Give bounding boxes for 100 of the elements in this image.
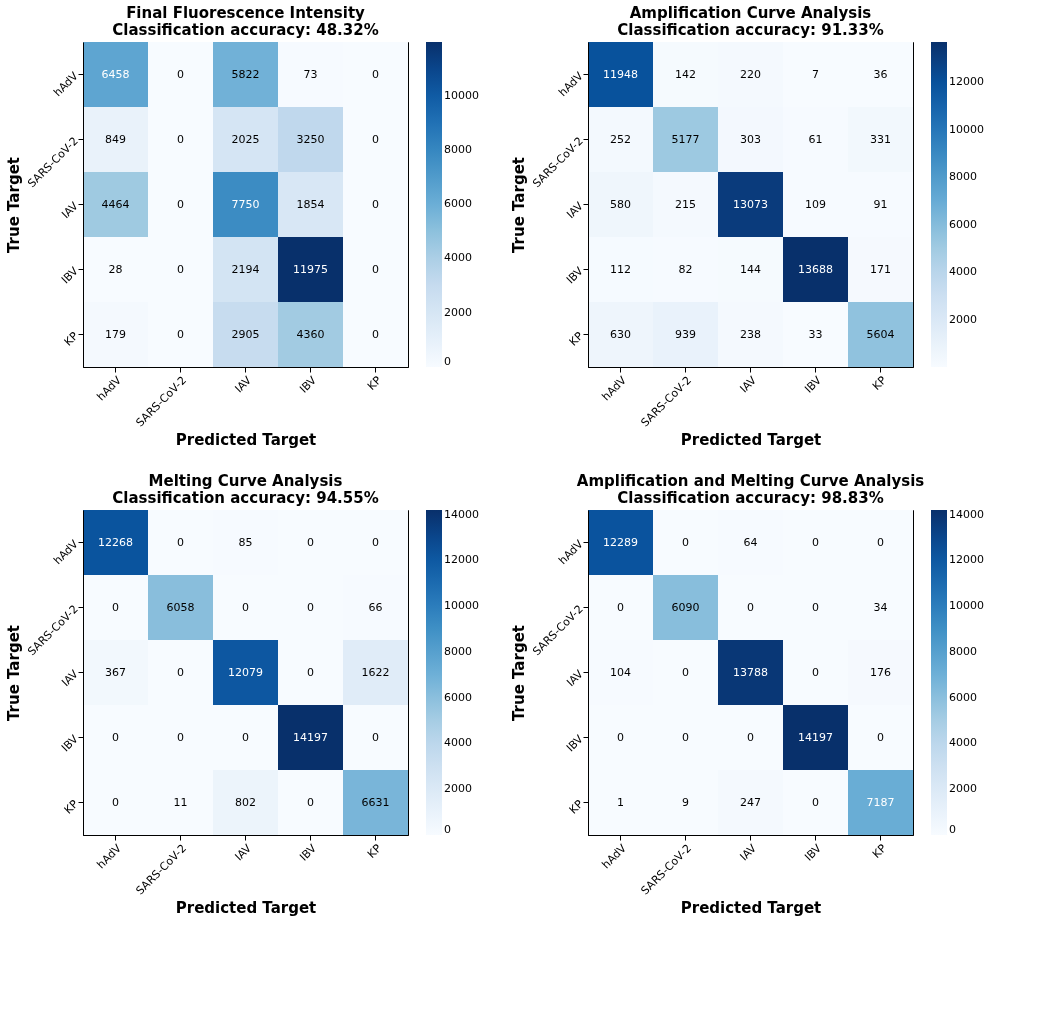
color-bar-label: 0	[444, 355, 451, 368]
data-label: 0	[812, 795, 819, 809]
color-bar-label: 4000	[949, 736, 977, 750]
x-tick-label: IAV	[232, 373, 255, 396]
y-axis-title: True Target	[509, 625, 528, 721]
color-bar-label: 12000	[949, 75, 984, 89]
color-bar-label: 2000	[949, 782, 977, 796]
data-label: 0	[372, 197, 379, 211]
y-axis-title: True Target	[4, 625, 23, 721]
data-label: 0	[812, 600, 819, 614]
chart-subtitle: Classification accuracy: 48.32%	[112, 21, 379, 39]
color-bar-label: 8000	[444, 142, 472, 156]
data-label: 36	[873, 67, 888, 81]
data-label: 0	[617, 600, 624, 614]
data-label: 112	[610, 262, 631, 276]
data-label: 0	[812, 535, 819, 549]
data-label: 0	[372, 327, 379, 341]
data-label: 4464	[101, 197, 130, 211]
data-label: 13073	[733, 197, 768, 211]
x-axis-title: Predicted Target	[680, 430, 822, 449]
y-tick-label: KP	[61, 329, 81, 349]
color-bar-label: 2000	[949, 312, 977, 326]
y-tick-label: IBV	[563, 732, 587, 755]
data-label: 580	[610, 197, 631, 211]
data-label: 34	[873, 600, 888, 614]
x-tick-label: KP	[869, 841, 890, 861]
y-axis-title: True Target	[4, 157, 23, 253]
data-label: 11948	[603, 67, 638, 81]
data-label: 109	[805, 197, 826, 211]
data-label: 5604	[866, 327, 895, 341]
data-label: 82	[678, 262, 693, 276]
data-label: 238	[740, 327, 761, 341]
data-label: 303	[740, 132, 761, 146]
color-bar-label: 8000	[444, 644, 472, 658]
x-tick-label: KP	[364, 373, 385, 393]
color-bar-label: 0	[444, 823, 451, 836]
data-label: 176	[870, 665, 891, 679]
color-bar-label: 14000	[949, 507, 984, 521]
color-bar-label: 6000	[444, 690, 472, 704]
x-tick-label: IBV	[802, 373, 825, 396]
data-label: 61	[808, 132, 823, 146]
color-bar-label: 8000	[949, 170, 977, 184]
data-label: 5822	[231, 67, 260, 81]
data-label: 6058	[166, 600, 195, 614]
data-label: 66	[368, 600, 383, 614]
data-label: 28	[108, 262, 123, 276]
color-bar-label: 6000	[949, 217, 977, 231]
data-label: 73	[303, 67, 318, 81]
data-label: 12079	[228, 665, 263, 679]
data-label: 12268	[98, 535, 133, 549]
color-bar-label: 6000	[949, 690, 977, 704]
data-label: 0	[682, 730, 689, 744]
data-label: 0	[372, 132, 379, 146]
color-bar-label: 4000	[444, 736, 472, 750]
chart-title: Final Fluorescence Intensity	[126, 4, 366, 22]
data-label: 7	[812, 67, 819, 81]
data-label: 0	[242, 600, 249, 614]
x-tick-label: IBV	[802, 841, 825, 864]
y-tick-label: IAV	[564, 199, 587, 222]
data-label: 6631	[361, 795, 390, 809]
y-tick-label: IAV	[564, 667, 587, 690]
data-label: 220	[740, 67, 761, 81]
color-bar-label: 12000	[444, 553, 479, 567]
data-label: 0	[112, 600, 119, 614]
data-label: 0	[812, 665, 819, 679]
data-label: 64	[743, 535, 758, 549]
data-label: 0	[177, 67, 184, 81]
data-label: 247	[740, 795, 761, 809]
data-label: 9	[682, 795, 689, 809]
data-label: 0	[747, 730, 754, 744]
data-label: 0	[307, 795, 314, 809]
data-label: 0	[372, 262, 379, 276]
data-label: 0	[307, 600, 314, 614]
x-tick-label: KP	[869, 373, 890, 393]
data-label: 144	[740, 262, 761, 276]
x-tick-label: IBV	[297, 841, 320, 864]
x-axis-title: Predicted Target	[175, 898, 317, 917]
chart-title: Amplification Curve Analysis	[629, 4, 872, 22]
x-axis-title: Predicted Target	[175, 430, 317, 449]
data-label: 0	[372, 730, 379, 744]
data-label: 14197	[293, 730, 328, 744]
y-tick-label: IAV	[59, 667, 82, 690]
data-label: 3250	[296, 132, 325, 146]
data-label: 6458	[101, 67, 130, 81]
data-label: 802	[235, 795, 256, 809]
chart-subtitle: Classification accuracy: 94.55%	[112, 489, 379, 507]
data-label: 0	[177, 132, 184, 146]
color-bar-label: 0	[949, 823, 956, 836]
data-label: 13788	[733, 665, 768, 679]
data-label: 2025	[231, 132, 260, 146]
data-label: 0	[112, 795, 119, 809]
data-label: 849	[105, 132, 126, 146]
data-label: 85	[238, 535, 253, 549]
data-label: 0	[177, 327, 184, 341]
data-label: 0	[617, 730, 624, 744]
y-tick-label: IBV	[58, 264, 82, 287]
data-label: 0	[372, 535, 379, 549]
y-tick-label: KP	[566, 329, 586, 349]
data-label: 91	[873, 197, 888, 211]
data-label: 142	[675, 67, 696, 81]
